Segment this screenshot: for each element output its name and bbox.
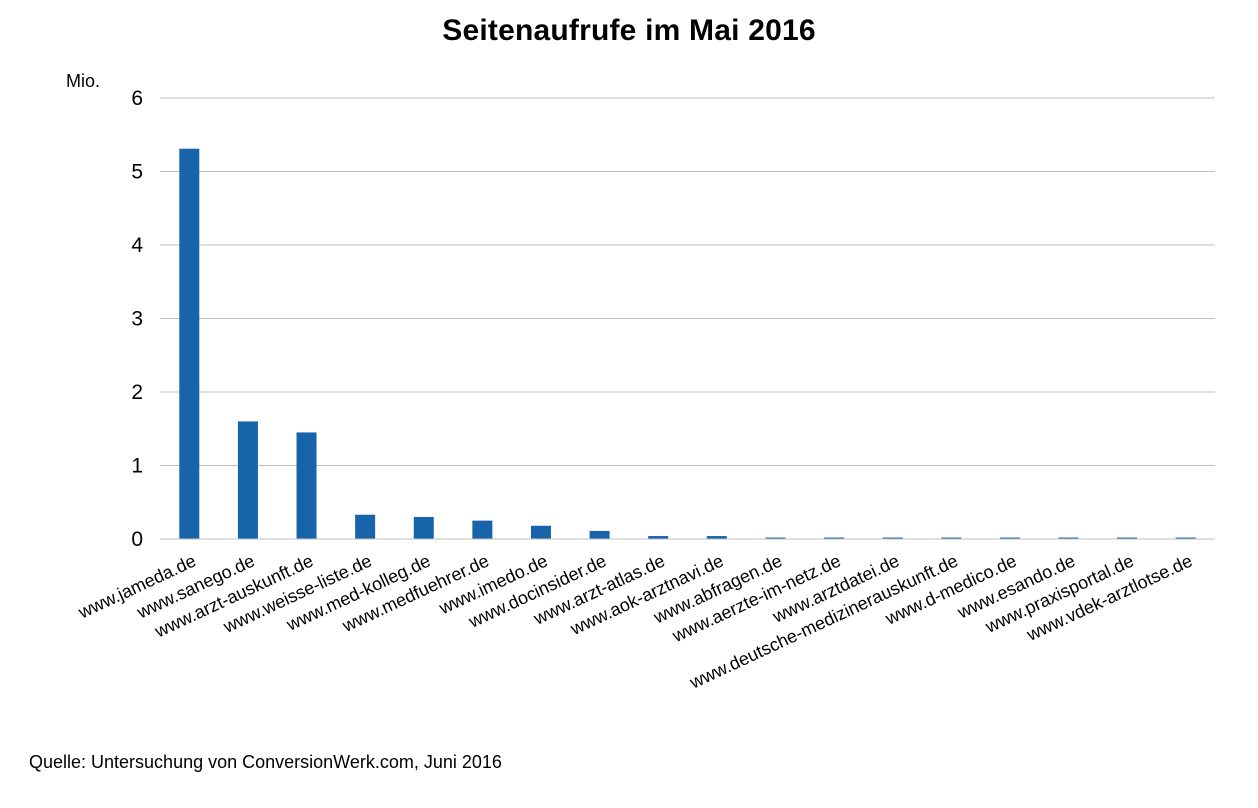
y-tick-label: 2 bbox=[131, 381, 143, 404]
bar bbox=[355, 514, 376, 539]
gridlines bbox=[160, 97, 1215, 466]
bar bbox=[530, 525, 551, 539]
bar bbox=[1175, 537, 1196, 539]
bar bbox=[999, 537, 1020, 539]
chart-title: Seitenaufrufe im Mai 2016 bbox=[442, 14, 816, 47]
y-tick-label: 0 bbox=[131, 528, 143, 551]
bar bbox=[237, 421, 258, 539]
source-note: Quelle: Untersuchung von ConversionWerk.… bbox=[29, 752, 502, 772]
bar bbox=[1117, 537, 1138, 539]
bar bbox=[296, 432, 317, 539]
y-axis-unit-label: Mio. bbox=[66, 71, 101, 91]
y-tick-label: 5 bbox=[131, 161, 143, 184]
bar bbox=[765, 537, 786, 539]
bar bbox=[413, 516, 434, 539]
bar bbox=[706, 536, 727, 539]
bar bbox=[1058, 537, 1079, 539]
y-tick-label: 3 bbox=[131, 308, 143, 331]
bar bbox=[824, 537, 845, 539]
bar bbox=[882, 537, 903, 539]
bar bbox=[179, 148, 200, 539]
x-axis-category-labels: www.jameda.dewww.sanego.dewww.arzt-ausku… bbox=[74, 550, 1195, 692]
bar bbox=[941, 537, 962, 539]
bars bbox=[179, 148, 1196, 539]
y-tick-label: 1 bbox=[131, 455, 143, 478]
y-axis-tick-labels: 0 1 2 3 4 5 6 bbox=[131, 87, 143, 551]
y-tick-label: 6 bbox=[131, 87, 143, 110]
y-tick-label: 4 bbox=[131, 234, 143, 257]
bar bbox=[589, 530, 610, 539]
bar bbox=[648, 536, 669, 539]
bar bbox=[472, 520, 493, 539]
